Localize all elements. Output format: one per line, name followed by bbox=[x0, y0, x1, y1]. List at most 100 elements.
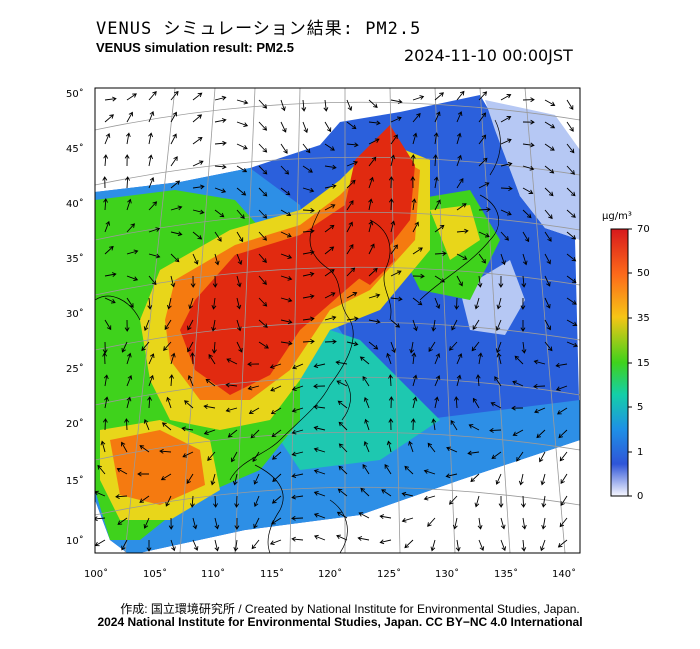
wind-arrow bbox=[337, 400, 348, 409]
wind-arrow bbox=[189, 495, 195, 508]
wind-arrow bbox=[104, 297, 116, 304]
wind-arrow bbox=[368, 198, 373, 211]
wind-arrow bbox=[146, 540, 152, 552]
wind-arrow bbox=[500, 209, 512, 216]
wind-arrow bbox=[104, 396, 109, 409]
wind-vectors bbox=[95, 90, 579, 552]
wind-arrow bbox=[148, 176, 155, 189]
wind-arrow bbox=[434, 297, 441, 310]
wind-arrow bbox=[258, 143, 268, 153]
wind-arrow bbox=[104, 272, 117, 278]
wind-arrow bbox=[143, 517, 150, 529]
graticule bbox=[95, 88, 580, 553]
wind-arrow bbox=[124, 418, 130, 431]
wind-arrow bbox=[494, 376, 502, 387]
wind-arrow bbox=[454, 297, 460, 310]
wind-arrow bbox=[336, 380, 348, 387]
wind-arrow bbox=[280, 319, 293, 325]
wind-arrow bbox=[474, 495, 480, 508]
wind-arrow bbox=[401, 517, 414, 523]
wind-arrow bbox=[211, 341, 217, 354]
wind-arrow bbox=[187, 341, 194, 353]
wind-arrow bbox=[324, 204, 336, 211]
wind-arrow bbox=[236, 165, 248, 173]
wind-arrow bbox=[170, 133, 177, 145]
wind-arrow bbox=[346, 200, 354, 211]
wind-arrow bbox=[544, 275, 551, 287]
wind-arrow bbox=[324, 143, 335, 151]
wind-arrow bbox=[125, 176, 130, 189]
wind-arrow bbox=[291, 407, 304, 413]
wind-arrow bbox=[102, 341, 108, 354]
forecast-timestamp: 2024-11-10 00:00JST bbox=[404, 46, 573, 65]
wind-arrow bbox=[368, 138, 380, 145]
wind-arrow bbox=[269, 539, 282, 546]
wind-arrow bbox=[434, 396, 440, 409]
wind-arrow bbox=[495, 319, 502, 332]
wind-arrow bbox=[258, 187, 268, 197]
wind-arrow bbox=[168, 517, 174, 530]
wind-arrow bbox=[226, 358, 238, 365]
lon-label-140: 140˚ bbox=[552, 568, 576, 580]
wind-arrow bbox=[125, 132, 131, 145]
wind-arrow bbox=[251, 539, 260, 550]
wind-arrow bbox=[148, 253, 161, 259]
wind-arrow bbox=[456, 111, 463, 123]
wind-arrow bbox=[512, 380, 524, 387]
wind-arrow bbox=[270, 407, 282, 415]
wind-arrow bbox=[102, 352, 108, 365]
wind-arrow bbox=[498, 495, 504, 508]
wind-arrow bbox=[478, 112, 487, 123]
wind-arrow bbox=[170, 205, 183, 211]
wind-arrow bbox=[148, 110, 155, 123]
wind-arrow bbox=[163, 341, 172, 351]
wind-arrow bbox=[148, 353, 155, 365]
wind-arrow bbox=[512, 429, 524, 436]
wind-arrow bbox=[236, 209, 245, 219]
wind-arrow bbox=[100, 440, 106, 453]
wind-arrow bbox=[170, 156, 178, 167]
wind-arrow bbox=[313, 383, 326, 389]
wind-arrow bbox=[500, 161, 513, 167]
wind-arrow bbox=[368, 293, 381, 299]
wind-arrow bbox=[428, 341, 436, 353]
wind-arrow bbox=[225, 407, 238, 413]
wind-arrow bbox=[500, 116, 512, 123]
wind-arrow bbox=[544, 231, 552, 242]
wind-arrow bbox=[126, 249, 139, 255]
wind-arrow bbox=[115, 494, 128, 500]
wind-arrow bbox=[270, 385, 282, 392]
wind-arrow bbox=[522, 231, 530, 243]
lat-label-20: 20˚ bbox=[66, 418, 84, 430]
wind-arrow bbox=[336, 511, 348, 519]
wind-arrow bbox=[214, 95, 227, 101]
colorbar-scale bbox=[610, 228, 629, 497]
wind-arrow bbox=[214, 517, 220, 530]
wind-arrow bbox=[566, 143, 575, 154]
wind-arrow bbox=[388, 198, 394, 211]
wind-arrow bbox=[126, 111, 133, 123]
wind-arrow bbox=[410, 176, 416, 189]
wind-arrow bbox=[544, 319, 551, 331]
wind-arrow bbox=[456, 275, 463, 287]
wind-arrow bbox=[147, 396, 153, 409]
wind-arrow bbox=[456, 90, 465, 101]
wind-arrow bbox=[540, 473, 546, 486]
wind-arrow bbox=[411, 352, 417, 365]
wind-arrow bbox=[544, 99, 556, 106]
wind-arrow bbox=[434, 375, 441, 387]
wind-arrow bbox=[104, 220, 111, 233]
wind-arrow bbox=[456, 374, 462, 387]
wind-arrow bbox=[490, 402, 502, 409]
wind-arrow bbox=[236, 99, 249, 105]
wind-arrow bbox=[390, 341, 396, 354]
wind-arrow bbox=[253, 473, 260, 485]
wind-arrow bbox=[258, 121, 268, 131]
lat-label-50: 50˚ bbox=[66, 88, 84, 100]
wind-arrow bbox=[192, 231, 203, 240]
colorbar-unit: μg/m³ bbox=[602, 211, 632, 222]
wind-arrow bbox=[141, 341, 150, 352]
wind-arrow bbox=[313, 425, 326, 431]
wind-arrow bbox=[346, 99, 353, 112]
wind-arrow bbox=[544, 341, 553, 352]
